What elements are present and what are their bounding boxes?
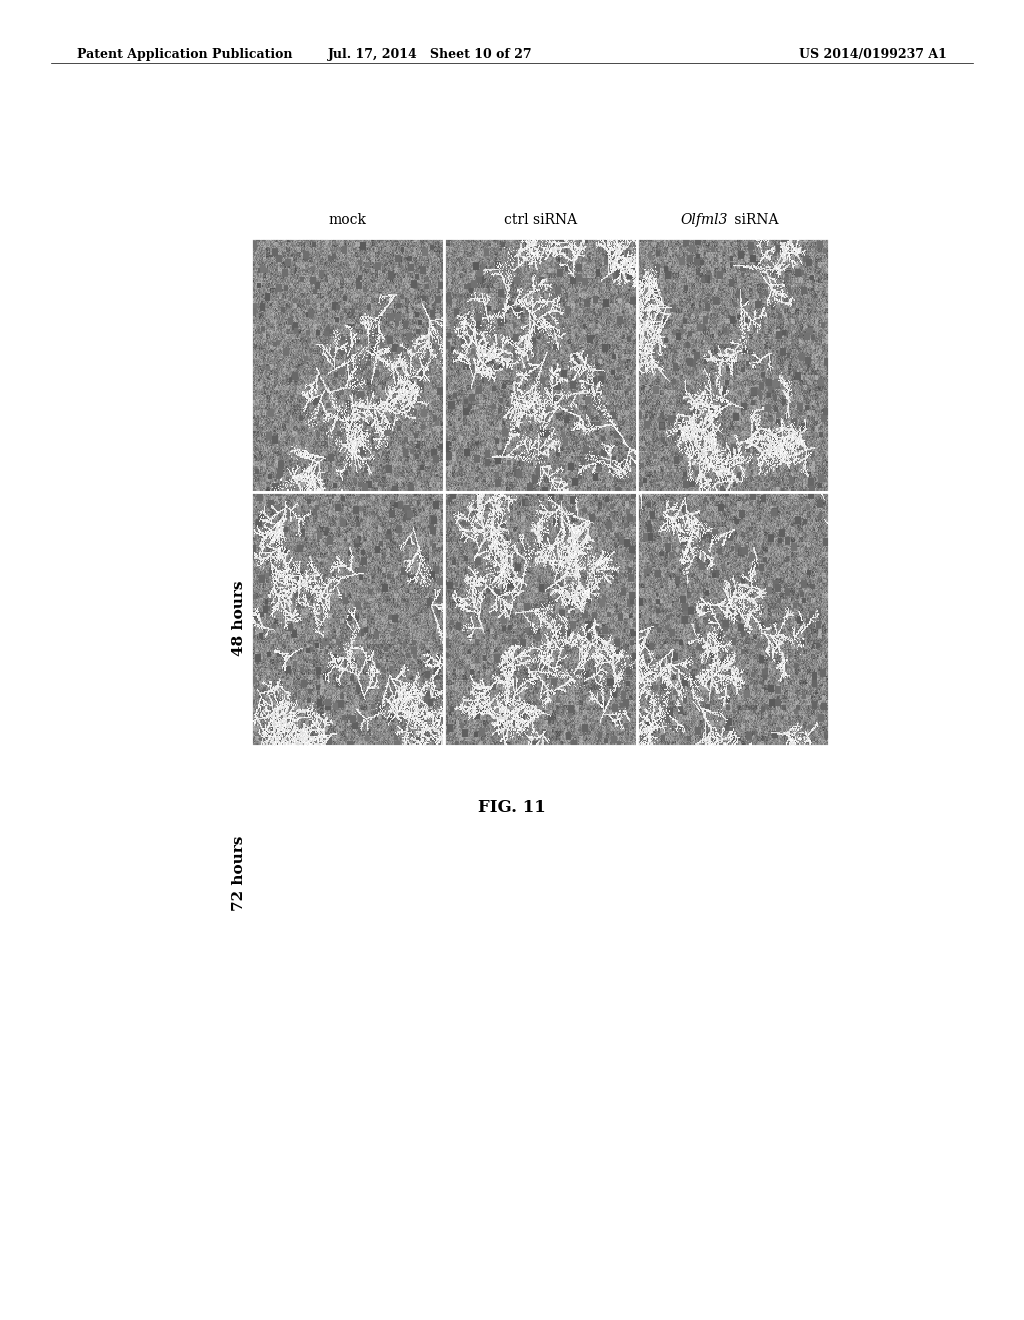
Text: siRNA: siRNA [730, 213, 778, 227]
Text: Jul. 17, 2014   Sheet 10 of 27: Jul. 17, 2014 Sheet 10 of 27 [328, 48, 532, 61]
Text: Olfml3: Olfml3 [680, 213, 728, 227]
Text: FIG. 11: FIG. 11 [478, 799, 546, 816]
Text: 48 hours: 48 hours [231, 581, 246, 656]
Text: Patent Application Publication: Patent Application Publication [77, 48, 292, 61]
Text: mock: mock [329, 213, 367, 227]
Text: 72 hours: 72 hours [231, 836, 246, 911]
Text: ctrl siRNA: ctrl siRNA [504, 213, 577, 227]
Text: US 2014/0199237 A1: US 2014/0199237 A1 [799, 48, 946, 61]
